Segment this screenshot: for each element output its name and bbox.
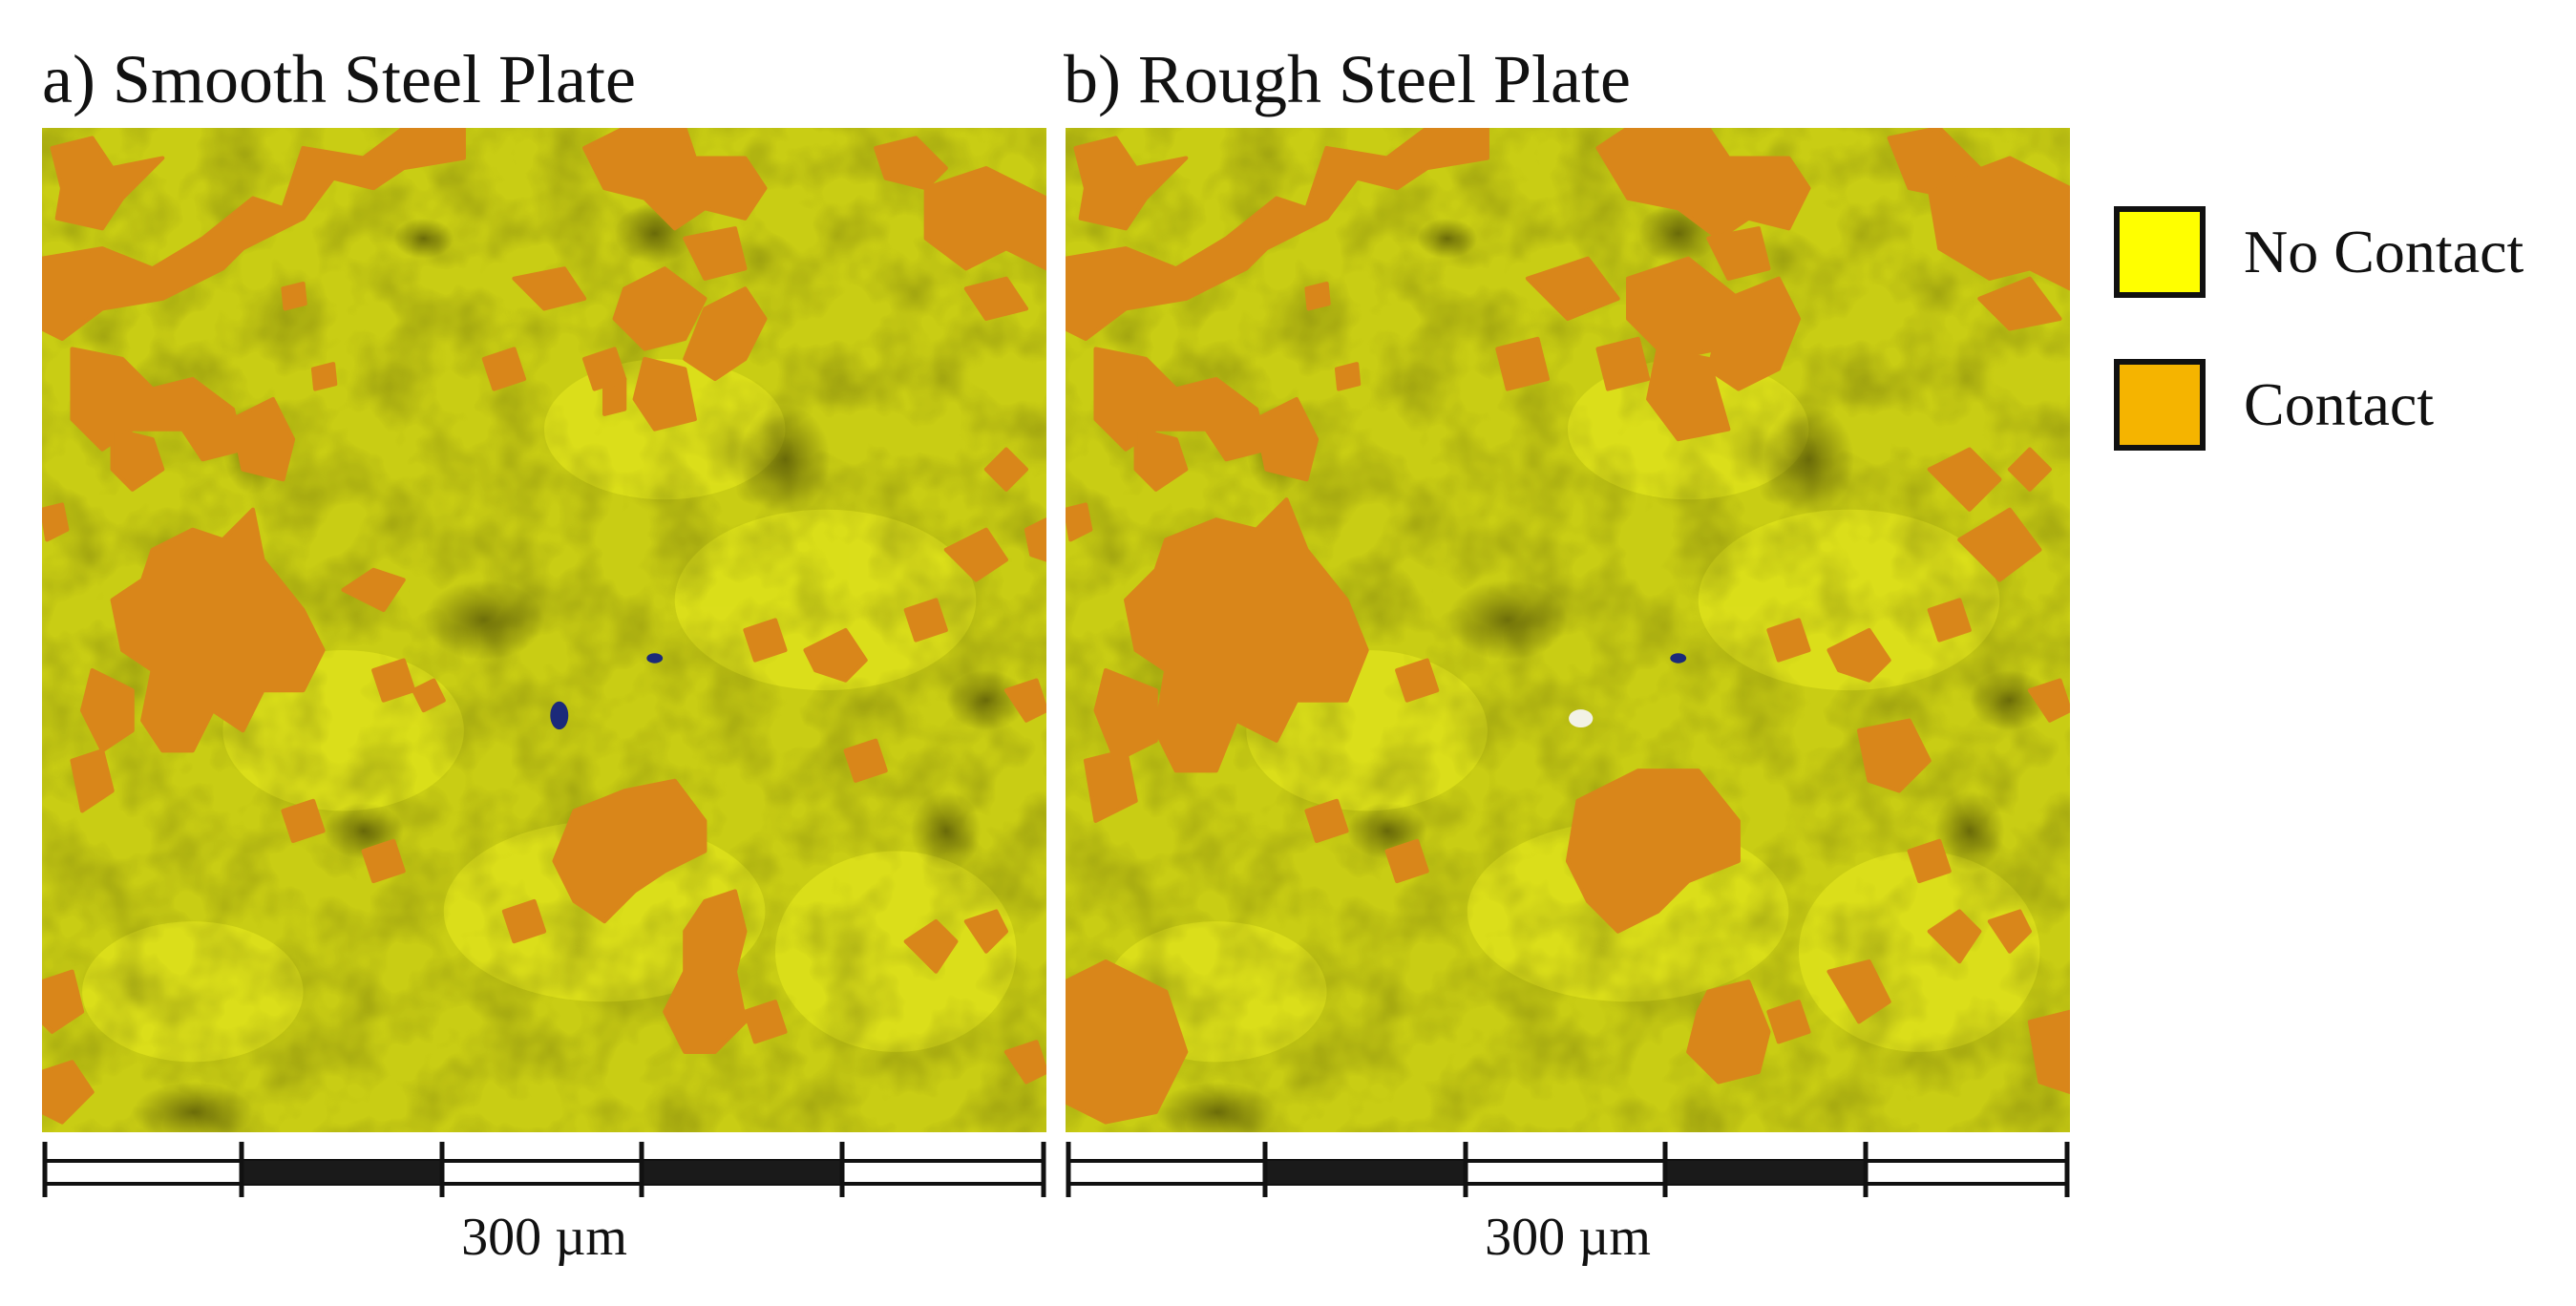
contact-label: Contact xyxy=(2244,370,2435,438)
legend-item-no-contact: No Contact xyxy=(2114,206,2523,298)
legend-item-contact: Contact xyxy=(2114,359,2434,451)
smooth-plate-contact-map xyxy=(42,128,1046,1132)
panel-b-scale-label: 300 µm xyxy=(1485,1208,1651,1267)
contact-swatch xyxy=(2114,359,2206,451)
panel-b-scale-bar xyxy=(1066,1140,2070,1199)
rough-plate-contact-map xyxy=(1066,128,2070,1132)
no-contact-swatch xyxy=(2114,206,2206,298)
panel-a-title: a) Smooth Steel Plate xyxy=(42,41,636,117)
no-contact-label: No Contact xyxy=(2244,218,2524,285)
panel-a-scale-bar xyxy=(42,1140,1046,1199)
panel-a-scale-label: 300 µm xyxy=(461,1208,627,1267)
panel-b-title: b) Rough Steel Plate xyxy=(1064,41,1631,117)
